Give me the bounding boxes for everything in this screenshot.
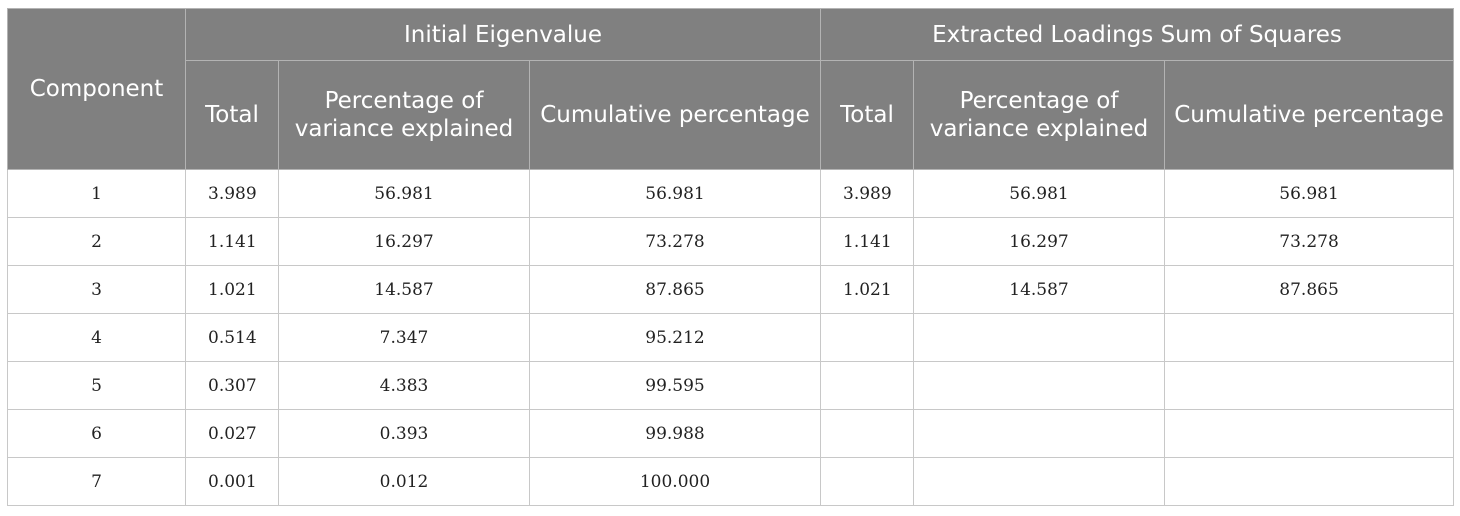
table-header: Component Initial Eigenvalue Extracted L…: [7, 8, 1455, 170]
table-row: 4 0.514 7.347 95.212: [7, 313, 1455, 362]
cell-extracted-cumulative: [1164, 313, 1455, 362]
table-row: 7 0.001 0.012 100.000: [7, 457, 1455, 506]
cell-component: 7: [7, 457, 186, 506]
header-row-groups: Component Initial Eigenvalue Extracted L…: [7, 8, 1455, 170]
table-body: 1 3.989 56.981 56.981 3.989 56.981 56.98…: [7, 169, 1455, 506]
cell-initial-cumulative: 99.988: [528, 409, 822, 458]
cell-initial-pct: 4.383: [278, 361, 530, 410]
cell-extracted-cumulative: [1164, 457, 1455, 506]
table-container: Component Initial Eigenvalue Extracted L…: [7, 8, 1455, 506]
cell-initial-total: 1.021: [185, 265, 279, 314]
cell-extracted-total: [820, 313, 915, 362]
table-row: 3 1.021 14.587 87.865 1.021 14.587 87.86…: [7, 265, 1455, 314]
cell-extracted-cumulative: [1164, 409, 1455, 458]
header-initial-total: Total: [185, 60, 279, 170]
cell-component: 1: [7, 169, 186, 218]
cell-component: 4: [7, 313, 186, 362]
cell-initial-pct: 0.393: [278, 409, 530, 458]
cell-extracted-pct: 16.297: [913, 217, 1166, 266]
cell-extracted-total: 1.021: [820, 265, 915, 314]
cell-extracted-pct: [913, 457, 1166, 506]
eigenvalue-table: Component Initial Eigenvalue Extracted L…: [7, 8, 1455, 506]
cell-initial-cumulative: 56.981: [528, 169, 822, 218]
header-extracted-cumulative: Cumulative percentage: [1164, 60, 1455, 170]
cell-initial-cumulative: 73.278: [528, 217, 822, 266]
table-row: 6 0.027 0.393 99.988: [7, 409, 1455, 458]
cell-extracted-cumulative: 56.981: [1164, 169, 1455, 218]
cell-extracted-total: [820, 409, 915, 458]
header-initial-cumulative: Cumulative percentage: [528, 60, 822, 170]
cell-initial-cumulative: 87.865: [528, 265, 822, 314]
cell-component: 6: [7, 409, 186, 458]
cell-initial-total: 0.027: [185, 409, 279, 458]
header-initial-pct-variance: Percentage of variance explained: [278, 60, 530, 170]
header-group-initial-eigenvalue: Initial Eigenvalue: [184, 8, 822, 61]
cell-component: 5: [7, 361, 186, 410]
cell-initial-pct: 56.981: [278, 169, 530, 218]
cell-extracted-total: [820, 457, 915, 506]
cell-initial-total: 0.001: [185, 457, 279, 506]
cell-initial-total: 3.989: [185, 169, 279, 218]
cell-initial-total: 0.514: [185, 313, 279, 362]
cell-initial-pct: 0.012: [278, 457, 530, 506]
cell-extracted-cumulative: 87.865: [1164, 265, 1455, 314]
cell-component: 3: [7, 265, 186, 314]
cell-extracted-total: [820, 361, 915, 410]
cell-extracted-cumulative: 73.278: [1164, 217, 1455, 266]
cell-initial-pct: 14.587: [278, 265, 530, 314]
cell-component: 2: [7, 217, 186, 266]
cell-extracted-pct: [913, 313, 1166, 362]
table-row: 2 1.141 16.297 73.278 1.141 16.297 73.27…: [7, 217, 1455, 266]
cell-extracted-cumulative: [1164, 361, 1455, 410]
table-row: 1 3.989 56.981 56.981 3.989 56.981 56.98…: [7, 169, 1455, 218]
cell-initial-total: 1.141: [185, 217, 279, 266]
header-component: Component: [7, 8, 186, 170]
cell-extracted-pct: [913, 409, 1166, 458]
table-row: 5 0.307 4.383 99.595: [7, 361, 1455, 410]
header-row-columns: Total Percentage of variance explained C…: [8, 60, 1455, 170]
cell-initial-total: 0.307: [185, 361, 279, 410]
cell-initial-pct: 16.297: [278, 217, 530, 266]
cell-extracted-total: 1.141: [820, 217, 915, 266]
header-extracted-total: Total: [820, 60, 915, 170]
cell-extracted-pct: 56.981: [913, 169, 1166, 218]
cell-extracted-pct: [913, 361, 1166, 410]
header-group-extracted-loadings: Extracted Loadings Sum of Squares: [820, 8, 1455, 61]
cell-initial-cumulative: 100.000: [528, 457, 822, 506]
cell-initial-cumulative: 99.595: [528, 361, 822, 410]
cell-extracted-total: 3.989: [820, 169, 915, 218]
cell-initial-cumulative: 95.212: [528, 313, 822, 362]
header-extracted-pct-variance: Percentage of variance explained: [913, 60, 1166, 170]
cell-extracted-pct: 14.587: [913, 265, 1166, 314]
cell-initial-pct: 7.347: [278, 313, 530, 362]
